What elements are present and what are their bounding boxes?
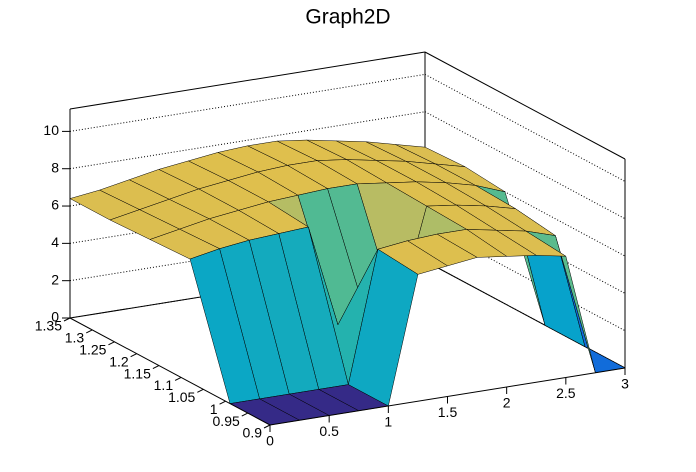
x-tick-label: 3 — [621, 376, 629, 392]
z-tick-label: 0 — [51, 309, 59, 325]
y-tick-label: 1.1 — [154, 377, 174, 393]
y-tick — [219, 400, 226, 405]
y-axis — [69, 317, 271, 426]
z-tick-label: 8 — [51, 159, 59, 175]
y-tick — [241, 412, 249, 417]
box-edge — [69, 51, 426, 110]
x-tick-label: 2 — [503, 395, 511, 411]
grid-line — [424, 73, 626, 182]
z-tick-label: 10 — [43, 122, 59, 138]
x-tick-label: 0.5 — [319, 423, 339, 439]
x-tick-label: 0 — [266, 433, 274, 449]
y-tick-label: 1.25 — [79, 341, 106, 357]
grid-line — [424, 185, 626, 294]
y-tick — [130, 353, 137, 358]
x-tick-label: 1 — [384, 414, 392, 430]
y-tick-label: 1.35 — [35, 318, 62, 334]
grid-line — [424, 223, 626, 332]
y-tick — [174, 376, 182, 381]
z-tick-label: 6 — [51, 197, 59, 213]
x-tick-label: 2.5 — [556, 385, 576, 401]
z-tick-label: 4 — [51, 234, 59, 250]
box-edge — [424, 51, 626, 160]
chart-title: Graph2D — [305, 6, 390, 29]
y-tick — [63, 317, 71, 322]
y-tick — [108, 341, 115, 346]
y-tick-label: 1 — [210, 401, 218, 417]
y-tick-label: 1.15 — [124, 365, 151, 381]
y-tick — [197, 388, 204, 393]
grid-line — [69, 73, 426, 132]
y-tick-label: 0.9 — [243, 425, 263, 441]
y-tick-label: 1.3 — [65, 330, 85, 346]
y-tick — [263, 424, 271, 429]
y-tick-label: 1.2 — [109, 353, 129, 369]
y-tick — [152, 365, 160, 370]
y-tick-label: 0.95 — [213, 413, 240, 429]
y-tick — [85, 329, 93, 334]
y-tick-label: 1.05 — [168, 389, 195, 405]
x-tick-label: 1.5 — [438, 404, 458, 420]
grid-line — [424, 148, 626, 257]
grid-line — [424, 111, 626, 220]
z-tick-label: 2 — [51, 271, 59, 287]
